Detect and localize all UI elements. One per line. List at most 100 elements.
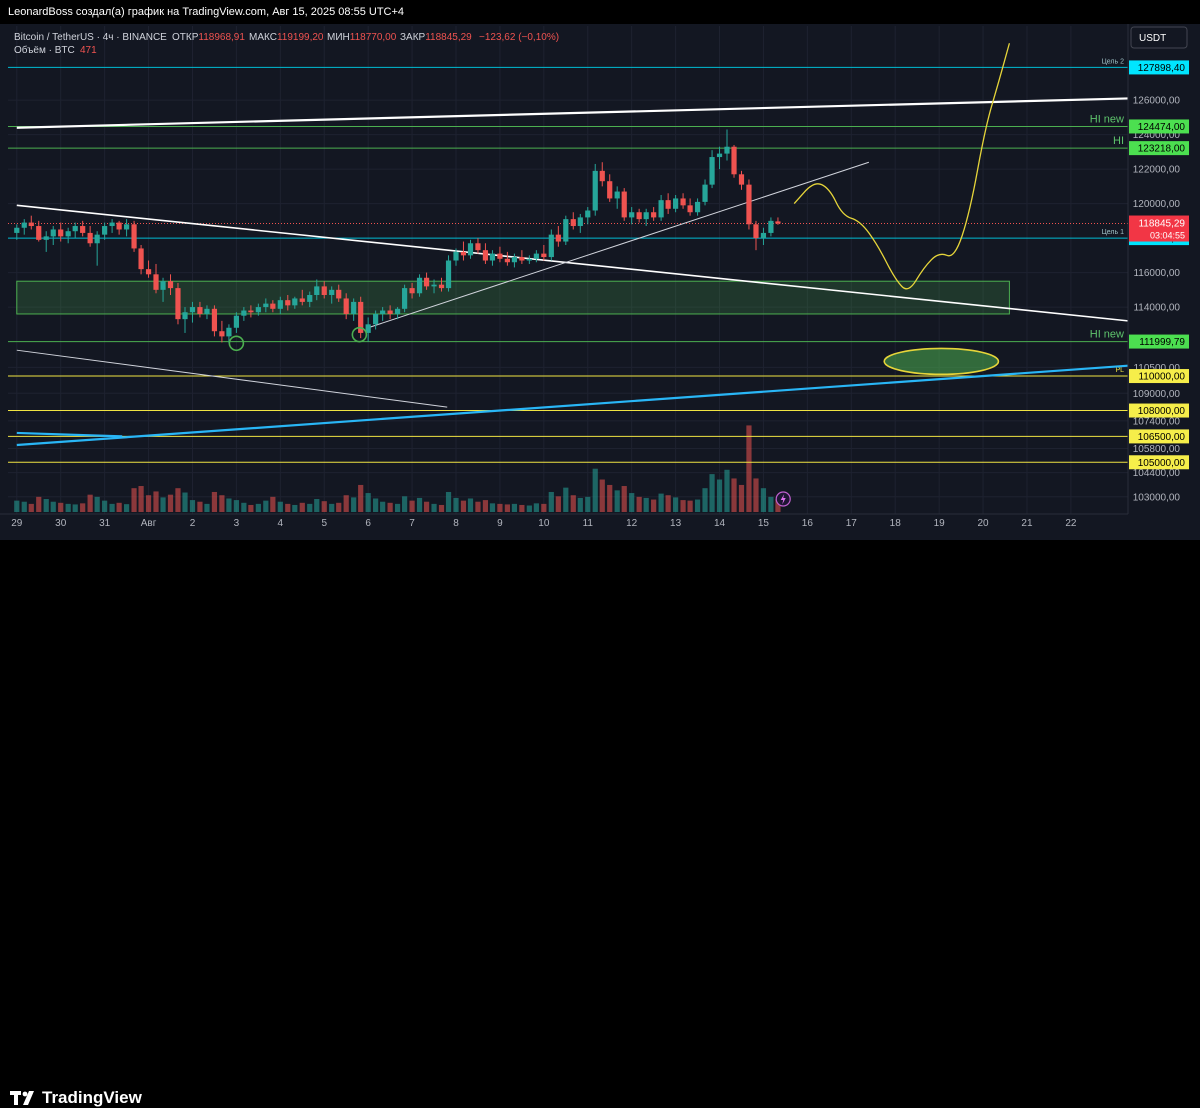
volume-bar [43,499,49,512]
time-tick-label: 13 [670,518,682,529]
candle-body [621,191,627,218]
volume-bar [467,498,474,512]
volume-bar [482,500,489,512]
candle-body [768,220,774,233]
candle-body [153,274,159,290]
volume-bar [621,486,627,512]
level-price-tag-text: 110000,00 [1138,372,1185,383]
candle-body [109,222,115,227]
candle-body [307,295,313,302]
volume-bar [336,502,342,512]
candle-body [314,286,320,296]
volume-bar [702,488,708,512]
candle-body [651,212,657,218]
volume-bar [541,503,547,512]
time-tick-label: 16 [802,518,814,529]
candle-body [467,243,474,256]
volume-bars [14,425,781,512]
time-tick-label: 4 [278,518,284,529]
time-tick-label: 20 [977,518,989,529]
target-ellipse[interactable] [883,347,1000,376]
volume-bar [351,497,357,512]
legend-low: МИН118770,00 [327,32,397,43]
price-tick-label: 107400,00 [1133,416,1181,427]
trendline-blue-short[interactable] [16,431,123,438]
swing-low-marker[interactable] [351,326,368,343]
candle-body [58,229,64,237]
price-tick-label: 124000,00 [1133,130,1181,141]
volume-bar [504,504,510,512]
candle-body [255,307,261,313]
volume-bar [380,501,386,512]
candle-body [102,226,108,235]
candle-body [687,205,693,213]
candle-body [673,198,679,209]
candle-body [277,300,283,309]
volume-bar [197,501,203,512]
volume-bar [329,503,335,512]
candle-body [116,222,122,230]
trendline-upper-channel[interactable] [16,97,1129,129]
candle-body [36,226,42,240]
time-tick-label: 21 [1021,518,1033,529]
volume-bar [629,493,635,512]
time-tick-label: 3 [234,518,240,529]
trendline-old-descending[interactable] [16,349,448,408]
candle-body [182,312,188,320]
legend-symbol: Bitcoin / TetherUS · 4ч · BINANCE [14,32,167,43]
price-axis-bg [1128,24,1200,540]
level-lines: Цель 2 HI new HI Цель 1 HI new PL [8,58,1128,463]
volume-bar [153,491,159,512]
projection-path[interactable] [793,43,1011,290]
candle-body [475,243,481,251]
time-tick-label: 5 [321,518,327,529]
level-price-tag-text: 123218,00 [1138,144,1186,155]
legend-high: МАКС119199,20 [249,32,324,43]
volume-bar [270,496,276,512]
trendline-blue-uptrend[interactable] [16,364,1129,447]
candle-body [380,310,386,314]
time-tick-label: 29 [11,518,23,529]
time-tick-label: 22 [1065,518,1077,529]
candle-body [387,310,393,314]
candle-body [80,226,86,233]
time-tick-label: 14 [714,518,726,529]
swing-low-marker[interactable] [228,335,245,352]
volume-bar [760,488,767,512]
volume-bar [746,425,752,512]
lightning-icon [780,494,786,505]
price-tick-label: 122000,00 [1133,165,1181,176]
volume-bar [753,478,759,512]
candle-body [402,288,408,309]
tradingview-logo-text: TradingView [42,1088,142,1107]
trendline-descending-resistance[interactable] [16,204,1129,322]
candle-body [709,157,715,185]
volume-bar [651,499,657,512]
volume-bar [570,495,576,512]
chart-area[interactable]: Цель 2 HI new HI Цель 1 HI new PL 126000,00 12… [0,24,1200,540]
candle-body [489,253,496,261]
candle-body [14,227,20,233]
trendlines [16,97,1129,447]
currency-button[interactable]: USDT [1130,26,1188,49]
candle-body [123,224,130,230]
level-label: Цель 1 [1102,229,1125,236]
candle-body [438,284,445,289]
candle-body [702,184,708,202]
volume-bar [14,500,20,512]
candle-body [409,288,415,294]
candle-body [724,146,730,154]
time-tick-label: 11 [583,518,594,529]
trendline-ascending-support[interactable] [367,161,870,329]
volume-bar [182,492,188,512]
volume-bar [607,484,613,512]
price-tick-label: 103000,00 [1133,492,1181,503]
volume-bar [226,498,232,512]
volume-bar [577,497,583,512]
candle-body [563,219,569,242]
volume-bar [189,500,196,512]
volume-bar [211,491,218,512]
volume-bar [636,496,642,512]
volume-bar [431,503,437,512]
